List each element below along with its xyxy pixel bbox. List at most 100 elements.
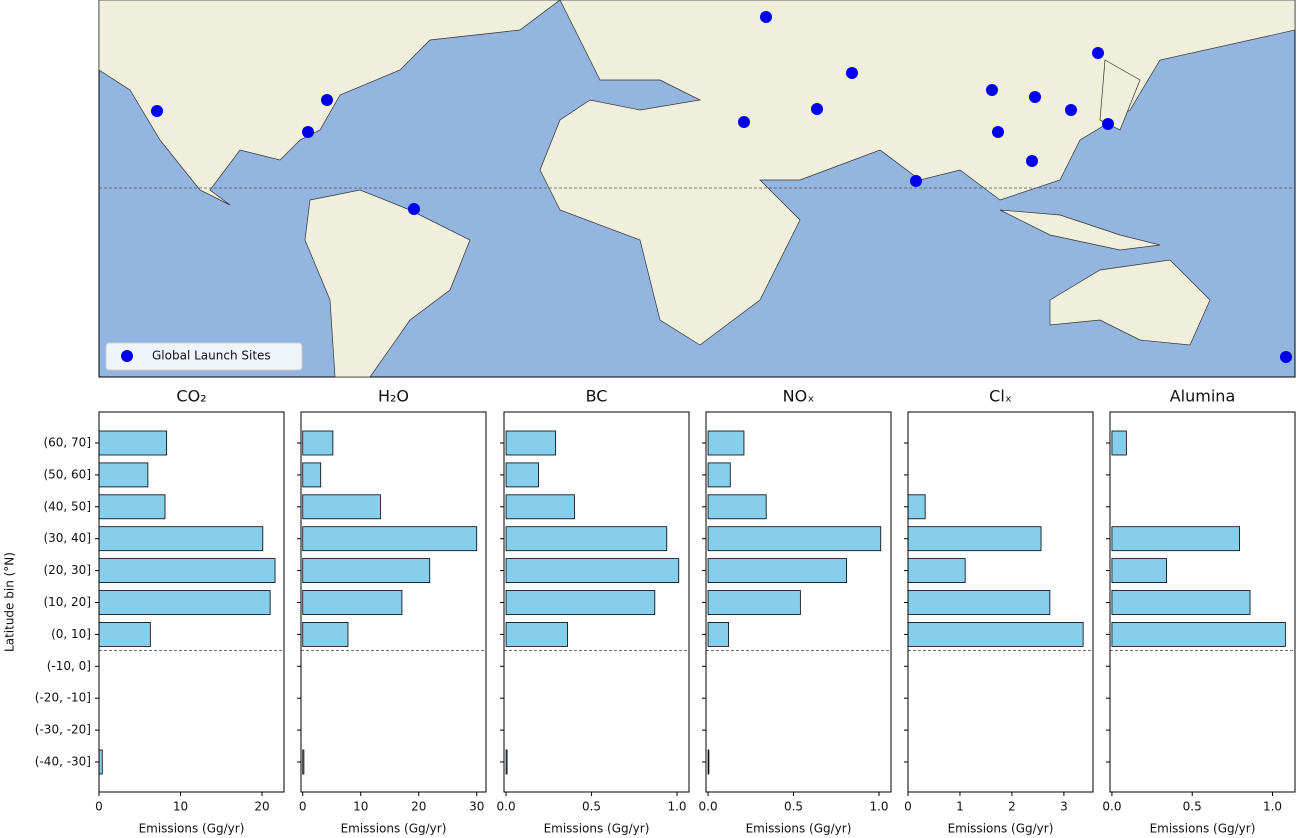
x-axis-label: Emissions (Gg/yr) (1150, 822, 1256, 836)
bar (907, 590, 1051, 615)
bar (98, 558, 276, 583)
bar (1111, 590, 1251, 615)
bar (302, 590, 403, 615)
launch-site (986, 84, 998, 96)
panel-frame (300, 411, 487, 793)
y-tick-label: (60, 70] (43, 436, 91, 450)
bar (302, 749, 305, 775)
bar (98, 430, 168, 456)
south-america (304, 189, 471, 378)
x-tick-label: 10 (353, 800, 368, 814)
x-tick-label: 1.0 (667, 800, 686, 814)
panel-frame (907, 411, 1094, 793)
bar (907, 526, 1042, 552)
bar (907, 622, 1084, 647)
y-tick-label: (50, 60] (43, 467, 91, 481)
y-tick-label: (0, 10] (51, 627, 91, 641)
x-axis-label: Emissions (Gg/yr) (139, 822, 245, 836)
bar (505, 430, 557, 456)
bar (505, 749, 508, 775)
bar (302, 430, 334, 456)
launch-site (1026, 155, 1038, 167)
y-tick-label: (-10, 0] (47, 659, 91, 673)
legend-box (105, 342, 303, 371)
launch-site (1280, 351, 1292, 363)
x-tick-label: 1 (956, 800, 964, 814)
y-tick-label: (-30, -20] (35, 723, 91, 737)
launch-site (302, 126, 314, 138)
x-tick-label: 0 (95, 800, 103, 814)
bar (707, 430, 745, 456)
launch-site (760, 11, 772, 23)
x-tick-label: 0 (904, 800, 912, 814)
y-tick-label: (-20, -10] (35, 691, 91, 705)
bar (707, 622, 729, 647)
bar (98, 622, 151, 647)
x-tick-label: 10 (173, 800, 188, 814)
panel-title: Alumina (1170, 387, 1236, 406)
x-tick-label: 1.0 (869, 800, 888, 814)
launch-site (1102, 118, 1114, 130)
y-tick-label: (40, 50] (43, 499, 91, 513)
bar (907, 558, 966, 583)
legend-label: Global Launch Sites (152, 349, 271, 363)
bar (707, 590, 801, 615)
launch-site (738, 116, 750, 128)
bar (302, 494, 381, 520)
bar (707, 749, 710, 775)
bar (302, 622, 349, 647)
bar (505, 622, 569, 647)
x-tick-label: 30 (469, 800, 484, 814)
bar (302, 526, 478, 552)
bar (707, 462, 731, 488)
bar (302, 558, 431, 583)
bar (707, 494, 767, 520)
x-axis-label: Emissions (Gg/yr) (948, 822, 1054, 836)
launch-site (408, 203, 420, 215)
bar (1111, 430, 1127, 456)
launch-site (1092, 47, 1104, 59)
panel-title: BC (586, 387, 608, 406)
legend-marker (121, 350, 133, 362)
bar (707, 558, 847, 583)
y-tick-label: (30, 40] (43, 531, 91, 545)
x-tick-label: 0.5 (1183, 800, 1202, 814)
launch-site (846, 67, 858, 79)
y-tick-label: (10, 20] (43, 595, 91, 609)
x-axis-label: Emissions (Gg/yr) (544, 822, 650, 836)
islands (999, 59, 1161, 251)
x-tick-label: 0.0 (1102, 800, 1121, 814)
bar (907, 494, 926, 520)
y-tick-label: (-40, -30] (35, 755, 91, 769)
x-tick-label: 0.0 (699, 800, 718, 814)
x-tick-label: 20 (254, 800, 269, 814)
bar (302, 462, 322, 488)
bar (98, 462, 149, 488)
x-tick-label: 0 (299, 800, 307, 814)
launch-site (992, 126, 1004, 138)
launch-site (811, 103, 823, 115)
bar (505, 462, 539, 488)
bar (98, 590, 271, 615)
launch-site (1029, 91, 1041, 103)
australia (1049, 259, 1211, 346)
bar (505, 526, 668, 552)
bar (98, 494, 166, 520)
panel-title: NOₓ (783, 387, 815, 406)
y-axis-label: Latitude bin (°N) (3, 552, 17, 652)
x-tick-label: 2 (1008, 800, 1016, 814)
launch-site (151, 105, 163, 117)
panel-frame (1109, 411, 1296, 793)
x-tick-label: 3 (1060, 800, 1068, 814)
panel-frame (98, 411, 285, 793)
bar (1111, 622, 1286, 647)
bar (505, 590, 656, 615)
bar (1111, 558, 1167, 583)
launch-site (321, 94, 333, 106)
launch-site (910, 175, 922, 187)
x-tick-label: 1.0 (1263, 800, 1282, 814)
panel-frame (705, 411, 892, 793)
x-tick-label: 20 (411, 800, 426, 814)
x-tick-label: 0.0 (497, 800, 516, 814)
